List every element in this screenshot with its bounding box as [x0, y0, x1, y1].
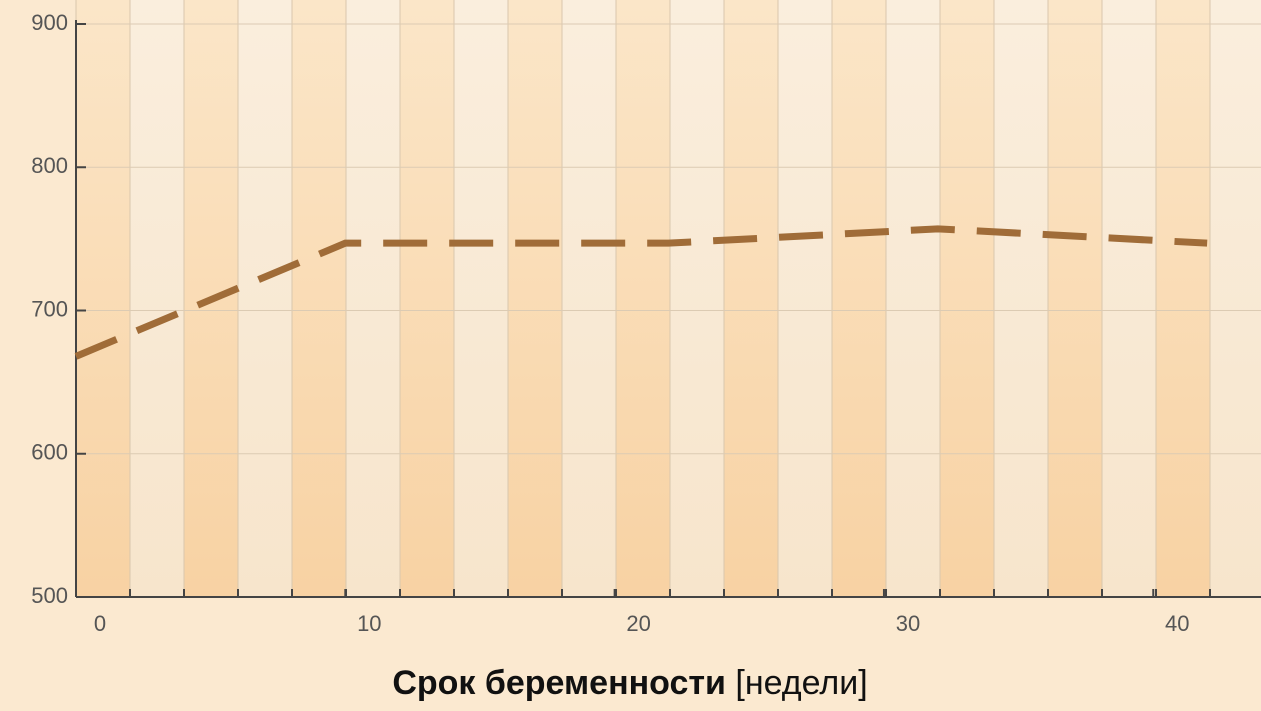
- stripe: [994, 0, 1048, 597]
- stripe: [292, 0, 346, 597]
- y-tick-label: 700: [31, 296, 68, 321]
- x-label-main: Срок беременности: [392, 664, 726, 702]
- x-tick-label: 30: [896, 611, 920, 636]
- stripe: [130, 0, 184, 597]
- x-axis-label: Срок беременности [недели]: [392, 664, 867, 702]
- x-tick-label: 40: [1165, 611, 1189, 636]
- y-tick-label: 600: [31, 440, 68, 465]
- x-tick-label: 10: [357, 611, 381, 636]
- stripe: [508, 0, 562, 597]
- stripe: [562, 0, 616, 597]
- stripe: [1048, 0, 1102, 597]
- x-label-unit: [недели]: [735, 664, 867, 702]
- stripe: [940, 0, 994, 597]
- stripe: [1156, 0, 1210, 597]
- y-tick-label: 500: [31, 583, 68, 608]
- data-line: [74, 225, 1208, 360]
- stripe: [346, 0, 400, 597]
- stripe: [616, 0, 670, 597]
- stripe: [724, 0, 778, 597]
- stripe: [238, 0, 292, 597]
- stripe: [76, 0, 130, 597]
- y-tick-label: 800: [31, 153, 68, 178]
- x-tick-label: 0: [94, 611, 106, 636]
- stripe: [670, 0, 724, 597]
- stripe: [778, 0, 832, 597]
- y-tick-label: 900: [31, 10, 68, 35]
- stripe: [454, 0, 508, 597]
- plot-background: [75, 0, 1261, 597]
- stripe: [1210, 0, 1261, 597]
- x-tick-label: 20: [626, 611, 650, 636]
- stripe: [400, 0, 454, 597]
- stripe: [1102, 0, 1156, 597]
- stripe: [832, 0, 886, 597]
- stripe: [886, 0, 940, 597]
